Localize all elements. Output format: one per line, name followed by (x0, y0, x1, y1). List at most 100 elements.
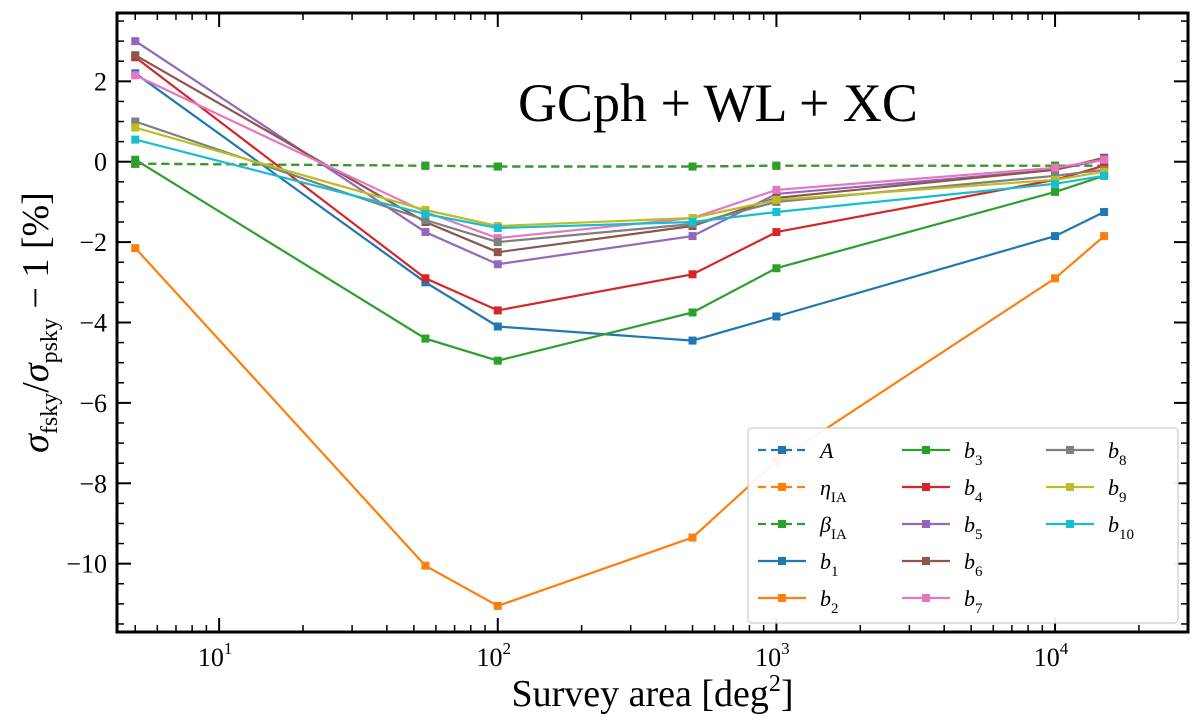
legend-marker (778, 557, 786, 565)
legend-marker (778, 520, 786, 528)
data-point-b5-3 (688, 232, 697, 241)
legend-marker (778, 594, 786, 602)
y-label-sub: fsky (37, 393, 63, 434)
data-point-b3-0 (131, 155, 140, 164)
data-point-b7-4 (772, 185, 781, 194)
data-point-b4-4 (772, 228, 781, 237)
x-tick-exponent: 3 (781, 639, 790, 658)
legend-label-sub: 9 (1119, 490, 1127, 506)
x-tick-exponent: 4 (1060, 639, 1069, 658)
data-point-b9-3 (688, 213, 697, 222)
data-point-b10-6 (1100, 171, 1109, 180)
data-point-b5-1 (421, 228, 430, 237)
data-point-b3-3 (688, 308, 697, 317)
legend-label-sub: 4 (975, 490, 983, 506)
data-point-b9-4 (772, 195, 781, 204)
legend-box (747, 427, 1179, 624)
data-point-b6-0 (131, 51, 140, 60)
x-tick-label: 103 (755, 639, 790, 672)
data-point-b8-2 (493, 238, 502, 247)
y-tick-label: −2 (79, 228, 107, 257)
legend-label: A (818, 438, 834, 463)
y-label-sigma: σ (15, 433, 57, 453)
data-point-b1-3 (688, 336, 697, 345)
x-tick-exponent: 1 (224, 639, 233, 658)
legend-marker (778, 483, 786, 491)
x-tick-exponent: 2 (503, 639, 512, 658)
data-point-b4-3 (688, 270, 697, 279)
data-point-b1-1 (421, 278, 430, 287)
y-tick-label: −6 (79, 389, 107, 418)
y-axis-label: σfsky/σpsky − 1 [%] (15, 192, 63, 453)
legend-label-sub: 10 (1119, 527, 1134, 543)
series-b10 (131, 135, 1109, 233)
data-point-b3-5 (1051, 187, 1060, 196)
y-tick-label: −4 (79, 309, 107, 338)
data-point-beta_IA-3 (688, 162, 697, 171)
data-point-b2-5 (1051, 274, 1060, 283)
data-point-b2-0 (131, 244, 140, 253)
data-point-b8-0 (131, 117, 140, 126)
data-point-b1-5 (1051, 232, 1060, 241)
legend-marker (922, 483, 930, 491)
data-point-b1-4 (772, 312, 781, 321)
data-point-b4-1 (421, 274, 430, 283)
data-point-b10-0 (131, 135, 140, 144)
y-label-slash: / (15, 382, 57, 393)
legend-entry-A: A (758, 438, 834, 463)
data-point-b4-2 (493, 306, 502, 315)
data-point-b10-1 (421, 209, 430, 218)
data-point-b10-3 (688, 218, 697, 227)
legend-marker (1066, 520, 1074, 528)
data-point-b2-6 (1100, 232, 1109, 241)
series-line-b3 (134, 158, 1105, 362)
legend-marker (922, 557, 930, 565)
legend-label-sub: IA (831, 527, 847, 543)
series-layer (131, 37, 1109, 610)
y-label-sigma: σ (15, 362, 57, 382)
data-point-b2-2 (493, 601, 502, 610)
axis-labels: Survey area [deg2] σfsky/σpsky − 1 [%] (15, 192, 794, 715)
x-axis-label-end: ] (781, 673, 794, 715)
data-point-b2-3 (688, 533, 697, 542)
data-point-b10-4 (772, 207, 781, 216)
data-point-b7-0 (131, 71, 140, 80)
y-tick-label: −8 (79, 469, 107, 498)
series-b5 (131, 37, 1109, 269)
x-axis-label: Survey area [deg2] (511, 671, 793, 715)
data-point-beta_IA-1 (421, 161, 430, 170)
y-tick-label: 0 (94, 148, 107, 177)
data-point-b7-6 (1100, 155, 1109, 164)
chart-annotation: GCph + WL + XC (518, 73, 918, 133)
x-axis-label-sup: 2 (769, 671, 781, 697)
series-line-beta_IA (135, 162, 1105, 168)
data-point-b4-6 (1100, 161, 1109, 170)
legend-marker (778, 446, 786, 454)
x-tick-label: 101 (198, 639, 233, 672)
data-point-b3-1 (421, 334, 430, 343)
data-point-b6-2 (493, 248, 502, 257)
legend-label-sub: 7 (975, 601, 983, 617)
legend-label-sub: 5 (975, 527, 983, 543)
data-point-b9-1 (421, 205, 430, 214)
data-point-b8-1 (421, 216, 430, 225)
legend-marker (922, 594, 930, 602)
data-point-b1-6 (1100, 207, 1109, 216)
data-point-beta_IA-4 (772, 161, 781, 170)
legend-label-sub: 6 (975, 564, 983, 580)
data-point-b9-6 (1100, 167, 1109, 176)
legend-label-sub: 2 (831, 601, 839, 617)
legend-marker (1066, 446, 1074, 454)
data-point-b7-5 (1051, 163, 1060, 172)
legend-label-sub: 8 (1119, 453, 1127, 469)
data-point-b7-2 (493, 234, 502, 243)
data-point-b9-0 (131, 123, 140, 132)
legend-label-sub: 1 (831, 564, 839, 580)
data-point-b3-2 (493, 356, 502, 365)
legend-label-sub: IA (831, 490, 847, 506)
y-label-rest: − 1 [%] (15, 192, 57, 318)
x-tick-label: 102 (477, 639, 512, 672)
x-tick-label: 104 (1034, 639, 1069, 672)
